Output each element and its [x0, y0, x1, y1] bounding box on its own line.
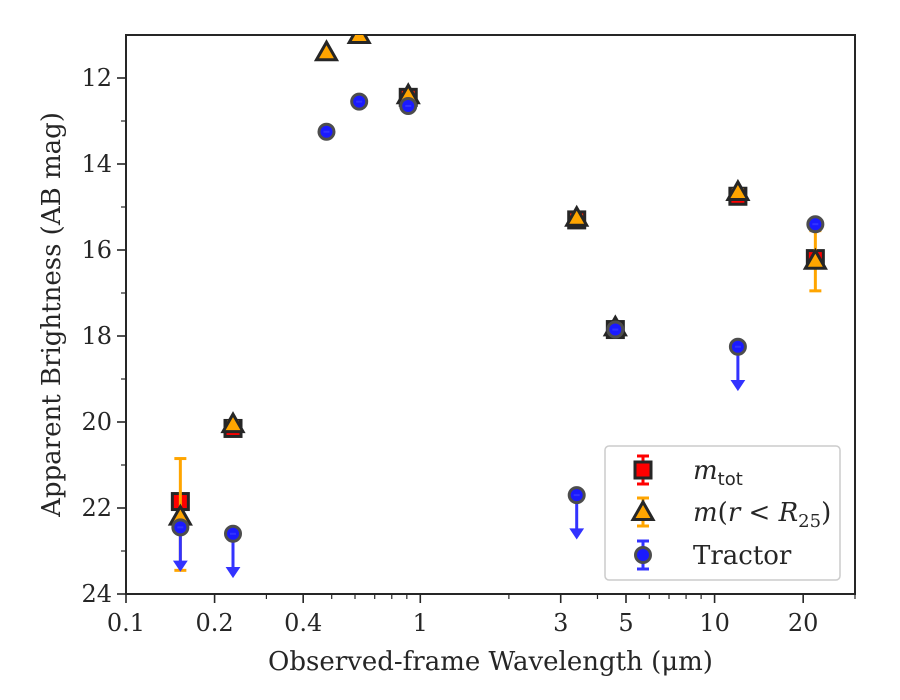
limit-arrow-2-1: [225, 567, 241, 579]
y-tick-label-1: 14: [81, 150, 112, 178]
legend-label-1-b: (: [718, 498, 728, 528]
legend-label-1-d: <: [740, 498, 778, 528]
x-tick-label-7: 20: [788, 609, 819, 637]
legend-label-0: mtot: [693, 456, 743, 490]
limit-arrow-2-7: [730, 380, 746, 392]
limit-arrow-2-5: [569, 528, 585, 540]
x-tick-label-2: 0.4: [284, 609, 322, 637]
x-tick-label-3: 1: [413, 609, 428, 637]
legend-box: [604, 445, 841, 581]
x-tick-label-5: 5: [618, 609, 633, 637]
legend-label-1-f: 25: [798, 511, 821, 532]
point-1-8: [802, 247, 828, 270]
point-1-7: [725, 178, 751, 201]
legend-marker-0: [633, 460, 653, 480]
legend-label-0-sub: tot: [718, 469, 743, 490]
x-axis-title: Observed-frame Wavelength (μm): [268, 647, 713, 677]
series-2: [171, 92, 825, 579]
y-tick-label-3: 18: [81, 322, 112, 350]
plot-frame: [125, 34, 856, 595]
y-tick-label-2: 16: [81, 236, 112, 264]
y-tick-label-6: 24: [81, 580, 112, 608]
x-tick-label-4: 3: [553, 609, 568, 637]
y-tick-label-4: 20: [81, 408, 112, 436]
legend-label-1-g: ): [821, 498, 831, 528]
point-1-1: [220, 411, 246, 434]
legend-marker-2: [634, 546, 652, 564]
legend-marker-1: [630, 498, 656, 521]
legend-label-0-m: m: [693, 456, 718, 486]
plot-area: [167, 35, 828, 579]
limit-arrow-2-0: [172, 560, 188, 572]
y-tick-label-0: 12: [81, 64, 112, 92]
legend-label-1-c: r: [728, 498, 742, 528]
point-1-2: [313, 39, 340, 62]
x-tick-label-1: 0.2: [196, 609, 234, 637]
x-tick-label-0: 0.1: [107, 609, 145, 637]
legend-label-1-a: m: [693, 498, 718, 528]
y-axis-title: Apparent Brightness (AB mag): [37, 112, 67, 518]
point-1-3: [346, 35, 372, 44]
x-tick-label-6: 10: [699, 609, 730, 637]
point-1-5: [564, 204, 590, 227]
legend-label-2: Tractor: [693, 541, 792, 571]
legend-label-1: m(r < R25): [693, 498, 831, 532]
legend-label-1-e: R: [778, 498, 799, 528]
y-tick-label-5: 22: [81, 494, 112, 522]
